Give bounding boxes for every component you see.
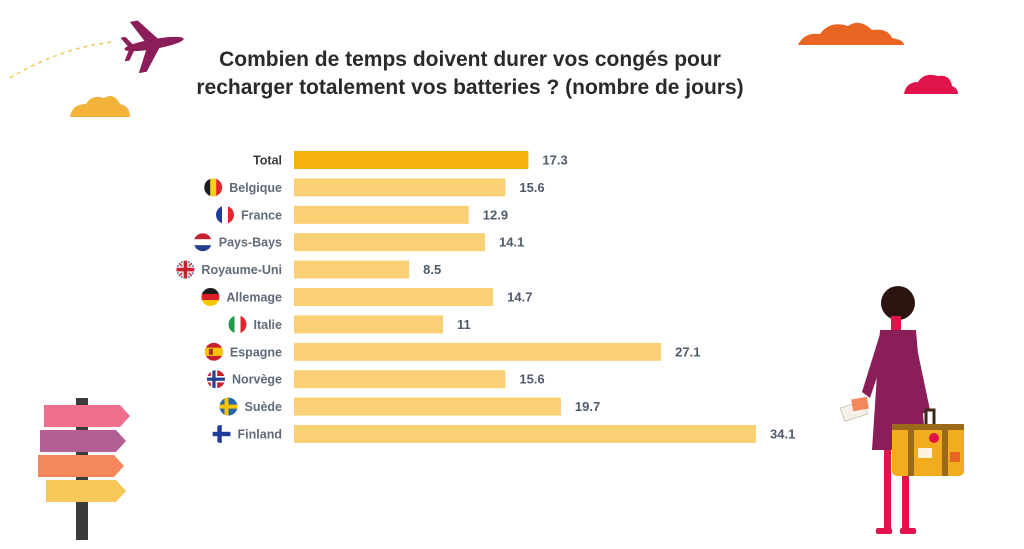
category-label: Suède — [244, 400, 282, 414]
spain-flag-icon — [204, 342, 223, 361]
category-label: Royaume-Uni — [201, 263, 282, 277]
signpost-icon — [38, 398, 130, 540]
category-label: Finland — [238, 428, 282, 442]
bar — [294, 342, 662, 361]
bar — [294, 260, 410, 279]
bar — [294, 233, 486, 252]
bar-row-finland: Finland 34.1 — [212, 425, 795, 443]
bar-row-norv-ge: Norvège 15.6 — [206, 370, 545, 389]
suitcase-icon — [892, 408, 964, 476]
bar-row-total: Total 17.3 — [253, 151, 568, 169]
traveler-illustration — [839, 286, 930, 534]
airplane-icon — [120, 20, 184, 74]
chart-title-line-1: Combien de temps doivent durer vos congé… — [219, 48, 721, 71]
bar — [294, 315, 444, 334]
bar — [294, 397, 561, 416]
category-label: Espagne — [230, 345, 282, 359]
bar — [294, 288, 494, 306]
value-label: 14.7 — [507, 290, 532, 305]
value-label: 34.1 — [770, 427, 795, 442]
bar — [294, 370, 506, 389]
cloud-icon — [904, 74, 958, 94]
value-label: 11 — [457, 317, 471, 332]
bar-row-france: France 12.9 — [216, 205, 508, 224]
france-flag-icon — [216, 205, 234, 224]
cloud-icon — [70, 96, 130, 117]
category-label: Allemage — [226, 291, 282, 305]
chart-title-line-2: recharger totalement vos batteries ? (no… — [196, 76, 744, 99]
value-label: 14.1 — [499, 235, 524, 250]
bar-row-espagne: Espagne 27.1 — [204, 342, 700, 361]
bar-row-allemage: Allemage 14.7 — [201, 288, 532, 306]
belgium-flag-icon — [204, 178, 223, 197]
bar-row-pays-bays: Pays-Bays 14.1 — [193, 233, 524, 252]
value-label: 27.1 — [675, 344, 700, 359]
netherlands-flag-icon — [193, 233, 212, 252]
category-label: Belgique — [229, 181, 282, 195]
germany-flag-icon — [201, 288, 220, 306]
bar — [294, 178, 506, 197]
finland-flag-icon — [212, 425, 231, 443]
cloud-icon — [798, 22, 904, 45]
sweden-flag-icon — [219, 397, 238, 416]
uk-flag-icon — [176, 260, 195, 279]
value-label: 17.3 — [542, 153, 567, 168]
category-label: Total — [253, 154, 282, 168]
flight-trail — [9, 41, 113, 79]
value-label: 15.6 — [519, 372, 544, 387]
bar-row-italie: Italie 11 — [228, 315, 471, 334]
bar — [294, 425, 756, 443]
italy-flag-icon — [228, 315, 247, 334]
chart-title: Combien de temps doivent durer vos congé… — [150, 46, 790, 102]
value-label: 12.9 — [483, 207, 508, 222]
category-label: Norvège — [232, 373, 282, 387]
category-label: Italie — [254, 318, 283, 332]
bar — [294, 205, 469, 224]
category-label: France — [241, 208, 282, 222]
bar-row-su-de: Suède 19.7 — [219, 397, 600, 416]
norway-flag-icon — [206, 370, 225, 389]
value-label: 8.5 — [423, 262, 441, 277]
bar-row-royaume-uni: Royaume-Uni 8.5 — [176, 260, 441, 279]
value-label: 19.7 — [575, 399, 600, 414]
category-label: Pays-Bays — [219, 236, 282, 250]
value-label: 15.6 — [519, 180, 544, 195]
bar-row-belgique: Belgique 15.6 — [204, 178, 545, 197]
bar — [294, 151, 529, 169]
